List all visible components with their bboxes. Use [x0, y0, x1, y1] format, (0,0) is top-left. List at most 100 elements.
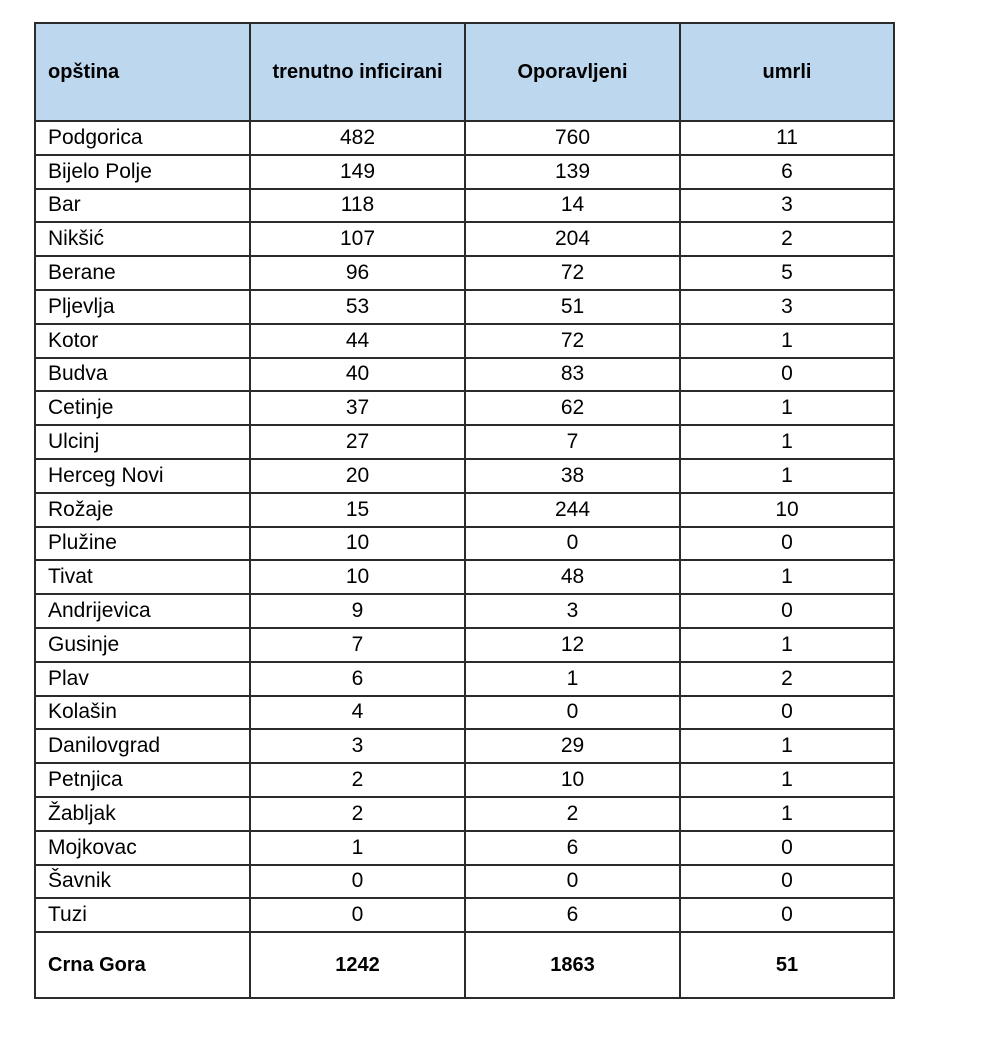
deceased-cell: 0: [679, 356, 895, 393]
infected-cell: 15: [249, 491, 466, 528]
municipality-cell: Petnjica: [34, 762, 251, 798]
infected-cell: 96: [249, 255, 466, 291]
municipality-cell: Tuzi: [34, 897, 251, 934]
municipality-cell: Nikšić: [34, 221, 251, 258]
infected-cell: 53: [249, 288, 466, 325]
table-row: Podgorica 482 760 11: [34, 120, 895, 156]
recovered-cell: 62: [464, 390, 681, 427]
deceased-cell: 2: [679, 660, 895, 697]
infected-cell: 44: [249, 322, 466, 359]
deceased-cell: 11: [679, 120, 895, 156]
recovered-cell: 38: [464, 457, 681, 494]
header-row: opština trenutno inficirani Oporavljeni …: [34, 22, 895, 122]
deceased-cell: 1: [679, 728, 895, 765]
table-row: Kolašin 4 0 0: [34, 694, 895, 731]
infected-cell: 10: [249, 525, 466, 562]
recovered-cell: 760: [464, 120, 681, 156]
recovered-cell: 0: [464, 863, 681, 900]
deceased-cell: 1: [679, 390, 895, 427]
infected-cell: 4: [249, 694, 466, 731]
municipality-stats-table: opština trenutno inficirani Oporavljeni …: [34, 22, 895, 1000]
infected-cell: 3: [249, 728, 466, 765]
recovered-cell: 10: [464, 762, 681, 798]
table-row: Danilovgrad 3 29 1: [34, 728, 895, 765]
deceased-cell: 0: [679, 525, 895, 562]
table-row: Šavnik 0 0 0: [34, 863, 895, 900]
deceased-cell: 1: [679, 559, 895, 596]
table-footer: Crna Gora 1242 1863 51: [34, 931, 895, 1000]
table-row: Tivat 10 48 1: [34, 559, 895, 596]
recovered-cell: 1: [464, 660, 681, 697]
recovered-cell: 6: [464, 897, 681, 934]
table-row: Plužine 10 0 0: [34, 525, 895, 562]
municipality-cell: Pljevlja: [34, 288, 251, 325]
total-label: Crna Gora: [34, 931, 251, 1000]
deceased-cell: 1: [679, 762, 895, 798]
table-row: Petnjica 2 10 1: [34, 762, 895, 798]
table-row: Bar 118 14 3: [34, 187, 895, 224]
municipality-cell: Bar: [34, 187, 251, 224]
deceased-cell: 0: [679, 897, 895, 934]
infected-cell: 7: [249, 626, 466, 663]
municipality-cell: Mojkovac: [34, 829, 251, 866]
table-body: Podgorica 482 760 11 Bijelo Polje 149 139 6 Bar 1…: [34, 120, 895, 934]
deceased-cell: 1: [679, 424, 895, 460]
header-municipality: opština: [34, 22, 251, 122]
table-row: Žabljak 2 2 1: [34, 795, 895, 832]
infected-cell: 20: [249, 457, 466, 494]
infected-cell: 2: [249, 795, 466, 832]
table-header: opština trenutno inficirani Oporavljeni …: [34, 22, 895, 122]
deceased-cell: 10: [679, 491, 895, 528]
table-row: Plav 6 1 2: [34, 660, 895, 697]
municipality-cell: Kotor: [34, 322, 251, 359]
header-recovered: Oporavljeni: [464, 22, 681, 122]
table-row: Herceg Novi 20 38 1: [34, 457, 895, 494]
header-deceased: umrli: [679, 22, 895, 122]
deceased-cell: 3: [679, 288, 895, 325]
infected-cell: 37: [249, 390, 466, 427]
recovered-cell: 204: [464, 221, 681, 258]
municipality-cell: Budva: [34, 356, 251, 393]
municipality-cell: Danilovgrad: [34, 728, 251, 765]
municipality-cell: Cetinje: [34, 390, 251, 427]
table-row: Mojkovac 1 6 0: [34, 829, 895, 866]
deceased-cell: 5: [679, 255, 895, 291]
table-row: Gusinje 7 12 1: [34, 626, 895, 663]
municipality-stats-table-container: opština trenutno inficirani Oporavljeni …: [34, 22, 895, 1000]
total-recovered: 1863: [464, 931, 681, 1000]
infected-cell: 10: [249, 559, 466, 596]
recovered-cell: 244: [464, 491, 681, 528]
table-row: Kotor 44 72 1: [34, 322, 895, 359]
municipality-cell: Tivat: [34, 559, 251, 596]
municipality-cell: Šavnik: [34, 863, 251, 900]
deceased-cell: 1: [679, 322, 895, 359]
recovered-cell: 0: [464, 525, 681, 562]
infected-cell: 1: [249, 829, 466, 866]
municipality-cell: Ulcinj: [34, 424, 251, 460]
infected-cell: 6: [249, 660, 466, 697]
recovered-cell: 29: [464, 728, 681, 765]
infected-cell: 482: [249, 120, 466, 156]
header-currently-infected: trenutno inficirani: [249, 22, 466, 122]
recovered-cell: 3: [464, 593, 681, 629]
infected-cell: 27: [249, 424, 466, 460]
table-row: Bijelo Polje 149 139 6: [34, 153, 895, 190]
table-row: Berane 96 72 5: [34, 255, 895, 291]
recovered-cell: 14: [464, 187, 681, 224]
deceased-cell: 1: [679, 626, 895, 663]
total-deceased: 51: [679, 931, 895, 1000]
deceased-cell: 6: [679, 153, 895, 190]
table-row: Cetinje 37 62 1: [34, 390, 895, 427]
recovered-cell: 48: [464, 559, 681, 596]
municipality-cell: Podgorica: [34, 120, 251, 156]
municipality-cell: Kolašin: [34, 694, 251, 731]
municipality-cell: Andrijevica: [34, 593, 251, 629]
recovered-cell: 139: [464, 153, 681, 190]
deceased-cell: 0: [679, 863, 895, 900]
table-row: Rožaje 15 244 10: [34, 491, 895, 528]
deceased-cell: 3: [679, 187, 895, 224]
recovered-cell: 0: [464, 694, 681, 731]
infected-cell: 2: [249, 762, 466, 798]
table-row: Ulcinj 27 7 1: [34, 424, 895, 460]
deceased-cell: 0: [679, 829, 895, 866]
